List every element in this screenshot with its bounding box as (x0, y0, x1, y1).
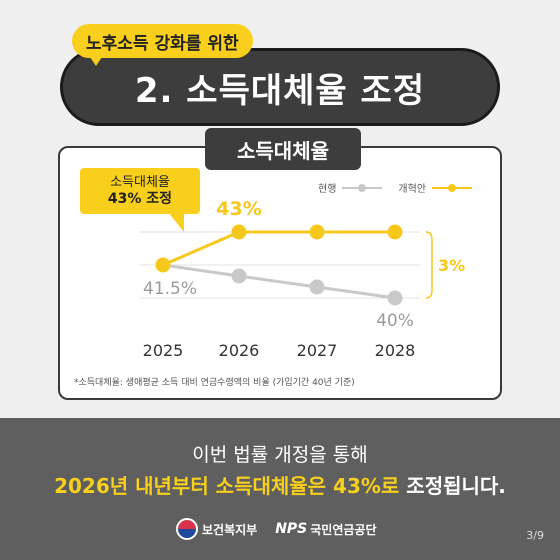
point-reform-2025 (155, 257, 171, 273)
title-banner: 2. 소득대체율 조정 (60, 48, 500, 126)
summary-rest: 조정됩니다. (399, 474, 506, 498)
summary-line1: 이번 법률 개정을 통해 (192, 444, 368, 466)
legend-dot-reform (448, 183, 457, 192)
point-current-2027 (309, 279, 325, 295)
legend-line-reform (432, 183, 473, 192)
nps-mark: NPS (275, 521, 308, 537)
gap-bracket (425, 231, 433, 299)
logos: 보건복지부 NPS 국민연금공단 (176, 518, 377, 540)
legend-dot-current (358, 183, 367, 192)
x-tick-2026: 2026 (219, 341, 260, 360)
callout-bubble: 소득대체율 43% 조정 (80, 168, 200, 232)
page-title: 2. 소득대체율 조정 (134, 70, 426, 111)
point-current-2026 (231, 268, 247, 284)
taeguk-icon (176, 518, 198, 540)
chart-legend: 현행 개혁안 (318, 180, 488, 195)
summary-line2: 2026년 내년부터 소득대체율은 43%로 조정됩니다. (0, 470, 560, 499)
bottom-panel: 이번 법률 개정을 통해 2026년 내년부터 소득대체율은 43%로 조정됩니… (0, 418, 560, 560)
point-current-2028 (387, 290, 403, 306)
legend-line-current (342, 183, 383, 192)
gap-annotation: 3% (438, 256, 465, 275)
footnote: *소득대체율: 생애평균 소득 대비 연금수령액의 비율 (가입기간 40년 기… (74, 378, 355, 388)
legend-item-current: 현행 (318, 180, 383, 195)
mohw-logo: 보건복지부 (176, 518, 257, 540)
callout-line1: 소득대체율 (110, 175, 170, 190)
summary-highlight: 2026년 내년부터 소득대체율은 43%로 (54, 474, 400, 498)
data-label-current-2028: 40% (376, 311, 414, 331)
point-reform-2027 (309, 224, 325, 240)
x-tick-2025: 2025 (143, 341, 184, 360)
nps-logo-text: 국민연금공단 (310, 522, 377, 537)
point-reform-2026 (231, 224, 247, 240)
x-tick-2027: 2027 (297, 341, 338, 360)
card-tab: 소득대체율 (205, 128, 361, 170)
nps-logo: NPS 국민연금공단 (275, 521, 376, 538)
callout-line2: 43% 조정 (107, 191, 173, 207)
page-indicator: 3/9 (526, 529, 544, 542)
legend-label-current: 현행 (318, 184, 337, 195)
legend-label-reform: 개혁안 (398, 184, 427, 195)
data-label-start: 41.5% (143, 279, 197, 299)
series-line-current (162, 263, 396, 300)
series-line-reform (162, 230, 395, 267)
card-tab-label: 소득대체율 (237, 138, 329, 163)
subtitle-tag: 노후소득 강화를 위한 (72, 24, 253, 66)
legend-item-reform: 개혁안 (398, 180, 473, 195)
x-tick-2028: 2028 (375, 341, 416, 360)
data-label-reform-2026: 43% (216, 198, 261, 220)
point-reform-2028 (387, 224, 403, 240)
mohw-logo-text: 보건복지부 (202, 522, 258, 537)
line-chart: 41.5% 43% 40% 3% 2025 2026 2027 2028 (140, 198, 465, 360)
